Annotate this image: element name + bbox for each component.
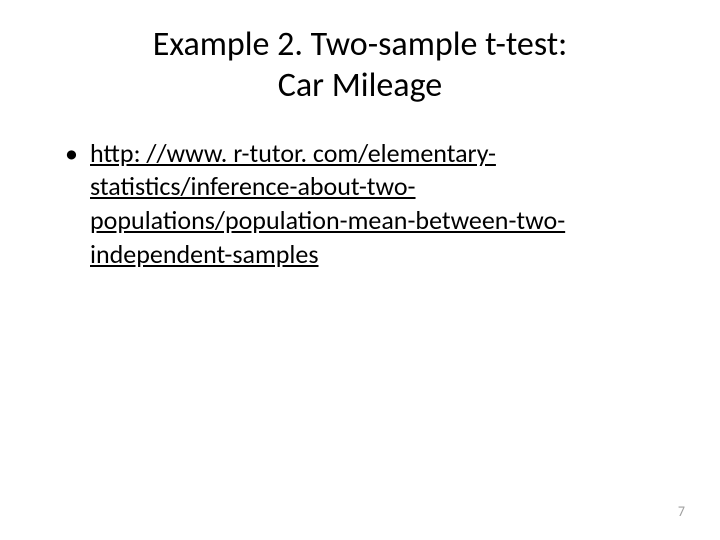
title-line-1: Example 2. Two-sample t-test: [153,24,568,65]
page-number: 7 [678,503,685,520]
title-line-2: Car Mileage [278,65,442,106]
bullet-list: http: //www. r-tutor. com/elementary-sta… [60,137,660,272]
url-link[interactable]: http: //www. r-tutor. com/elementary-sta… [90,137,565,270]
bullet-item: http: //www. r-tutor. com/elementary-sta… [65,137,660,272]
slide-title: Example 2. Two-sample t-test: Car Mileag… [60,25,660,107]
